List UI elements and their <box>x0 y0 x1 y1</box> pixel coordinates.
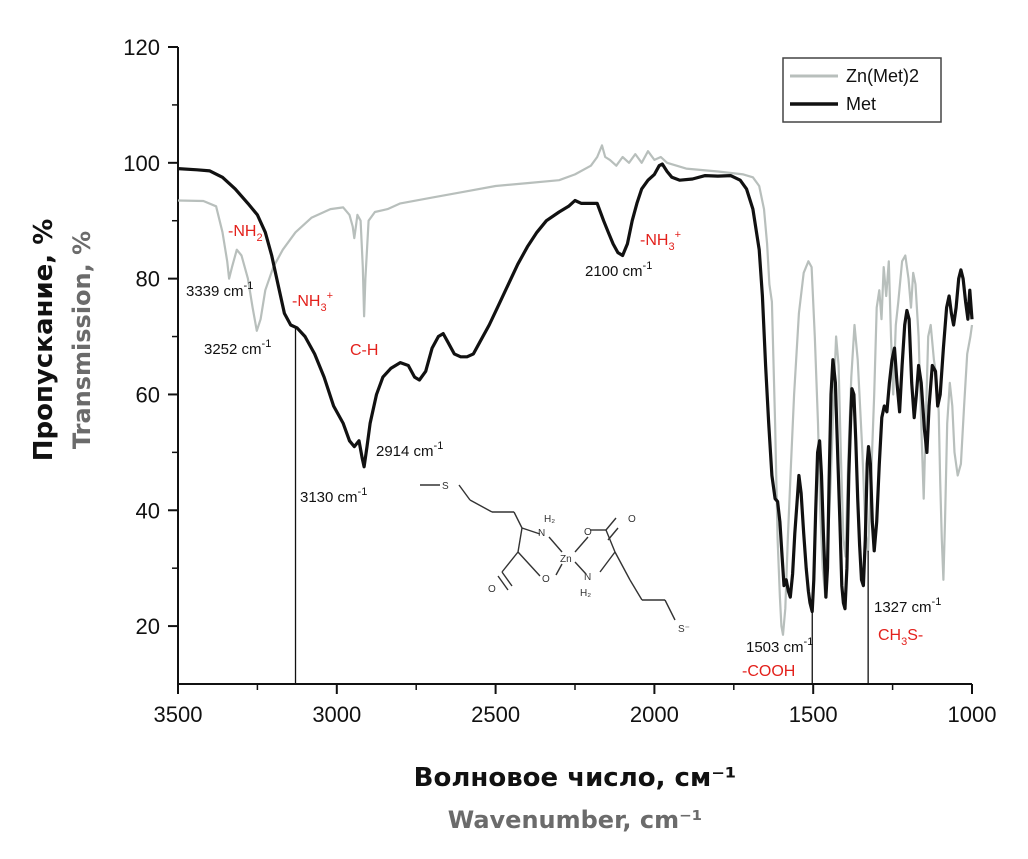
annotation-superscript: + <box>327 290 333 302</box>
annotation-subscript: 3 <box>668 241 674 253</box>
y-tick-label: 120 <box>123 35 160 60</box>
annotation-text: 1327 cm <box>874 599 932 616</box>
peak-annotation: 3339 cm-1 <box>186 280 253 300</box>
structure-atom-label: O <box>628 514 636 525</box>
annotation-superscript: + <box>675 229 681 241</box>
structure-bond <box>521 527 541 535</box>
structure-atom-label: S <box>442 481 449 492</box>
y-tick-label: 60 <box>136 382 160 407</box>
x-axis-title-ru: Волновое число, см⁻¹ <box>414 763 737 793</box>
peak-annotation: 2100 cm-1 <box>585 260 652 280</box>
y-axis-title-en: Transmission, % <box>68 231 96 449</box>
x-tick-label: 2000 <box>630 702 679 727</box>
peak-annotation: -COOH <box>742 663 795 680</box>
annotation-text: 3130 cm <box>300 489 358 506</box>
structure-atom-label: O <box>542 574 550 585</box>
annotation-superscript: -1 <box>358 486 368 498</box>
annotation-subscript: 3 <box>320 302 326 314</box>
annotation-text: 3252 cm <box>204 341 262 358</box>
peak-annotation: 1503 cm-1 <box>746 636 813 656</box>
x-tick-label: 2500 <box>471 702 520 727</box>
x-tick-label: 1500 <box>789 702 838 727</box>
x-axis-title-en: Wavenumber, cm⁻¹ <box>448 806 703 834</box>
structure-atom-label: Zn <box>560 554 572 565</box>
peak-marker-lines <box>294 327 869 684</box>
structure-bond <box>517 551 541 577</box>
structure-bond <box>574 561 587 575</box>
peak-annotation: -NH3+ <box>640 229 681 253</box>
structure-atom-label: H₂ <box>580 588 591 599</box>
series-line-met <box>177 162 974 614</box>
structure-bond <box>497 575 509 591</box>
y-tick-label: 20 <box>136 614 160 639</box>
structure-bond <box>548 536 563 553</box>
annotation-subscript: 2 <box>256 232 262 244</box>
annotation-text: -COOH <box>742 663 795 680</box>
y-tick-label: 100 <box>123 151 160 176</box>
zn-methionine-structure: S S⁻ H₂ N O Zn O N H₂ O O <box>420 481 690 635</box>
structure-bond <box>574 536 589 553</box>
series-line-zn-met2 <box>177 144 974 636</box>
structure-atom-label: H₂ <box>544 514 555 525</box>
structure-bond <box>605 529 616 553</box>
x-tick-label: 3500 <box>154 702 203 727</box>
y-tick-label: 80 <box>136 267 160 292</box>
annotation-text: 2914 cm <box>376 443 434 460</box>
legend-label-met: Met <box>846 94 876 114</box>
annotation-text: 2100 cm <box>585 263 643 280</box>
structure-bond <box>501 571 513 587</box>
peak-annotation: C-H <box>350 342 378 359</box>
structure-bond <box>599 551 616 573</box>
structure-bond <box>469 499 493 513</box>
y-tick-label: 40 <box>136 498 160 523</box>
annotation-text: CH <box>878 627 901 644</box>
legend-label-zn-met2: Zn(Met)2 <box>846 66 919 86</box>
structure-bond <box>629 579 643 601</box>
legend-box <box>782 57 942 123</box>
annotation-text: -NH <box>228 223 256 240</box>
structure-atom-label: O <box>584 527 592 538</box>
peak-annotation: 2914 cm-1 <box>376 440 443 460</box>
structure-bond <box>517 527 523 553</box>
structure-atom-label: O <box>488 584 496 595</box>
structure-atom-label: N <box>538 528 545 539</box>
annotation-text: -NH <box>640 232 668 249</box>
structure-bond <box>513 511 523 529</box>
annotation-text: -NH <box>292 293 320 310</box>
structure-bond <box>664 599 676 621</box>
peak-annotation: -NH3+ <box>292 290 333 314</box>
structure-atom-label: N <box>584 572 591 583</box>
series-lines <box>177 144 974 636</box>
annotation-text: C-H <box>350 342 378 359</box>
annotation-superscript: -1 <box>434 440 444 452</box>
x-tick-label: 1000 <box>948 702 997 727</box>
structure-bond <box>501 551 519 573</box>
x-tick-label: 3000 <box>312 702 361 727</box>
y-axis-title-ru: Пропускание, % <box>29 219 59 462</box>
annotation-superscript: -1 <box>932 596 942 608</box>
annotation-superscript: -1 <box>244 280 254 292</box>
x-axis-ticks: 3500 3000 2500 2000 1500 1000 <box>154 684 997 727</box>
structure-bond <box>605 517 617 531</box>
annotation-subscript: 3 <box>901 636 907 648</box>
structure-atom-label: S⁻ <box>678 624 690 635</box>
legend: Zn(Met)2 Met <box>782 57 942 123</box>
annotation-superscript: -1 <box>643 260 653 272</box>
peak-annotation: 3130 cm-1 <box>300 486 367 506</box>
peak-annotation: 1327 cm-1 <box>874 596 941 616</box>
structure-bond <box>555 563 563 576</box>
annotation-tail: S- <box>907 627 923 644</box>
annotation-text: 1503 cm <box>746 639 804 656</box>
structure-bond <box>614 551 631 581</box>
y-axis-ticks: 20 40 60 80 100 120 <box>123 35 178 639</box>
peak-annotation: -NH2 <box>228 223 263 244</box>
structure-bond <box>458 484 471 501</box>
peak-annotation: CH3S- <box>878 627 923 648</box>
annotation-superscript: -1 <box>262 338 272 350</box>
peak-annotation: 3252 cm-1 <box>204 338 271 358</box>
annotation-superscript: -1 <box>804 636 814 648</box>
annotation-text: 3339 cm <box>186 283 244 300</box>
